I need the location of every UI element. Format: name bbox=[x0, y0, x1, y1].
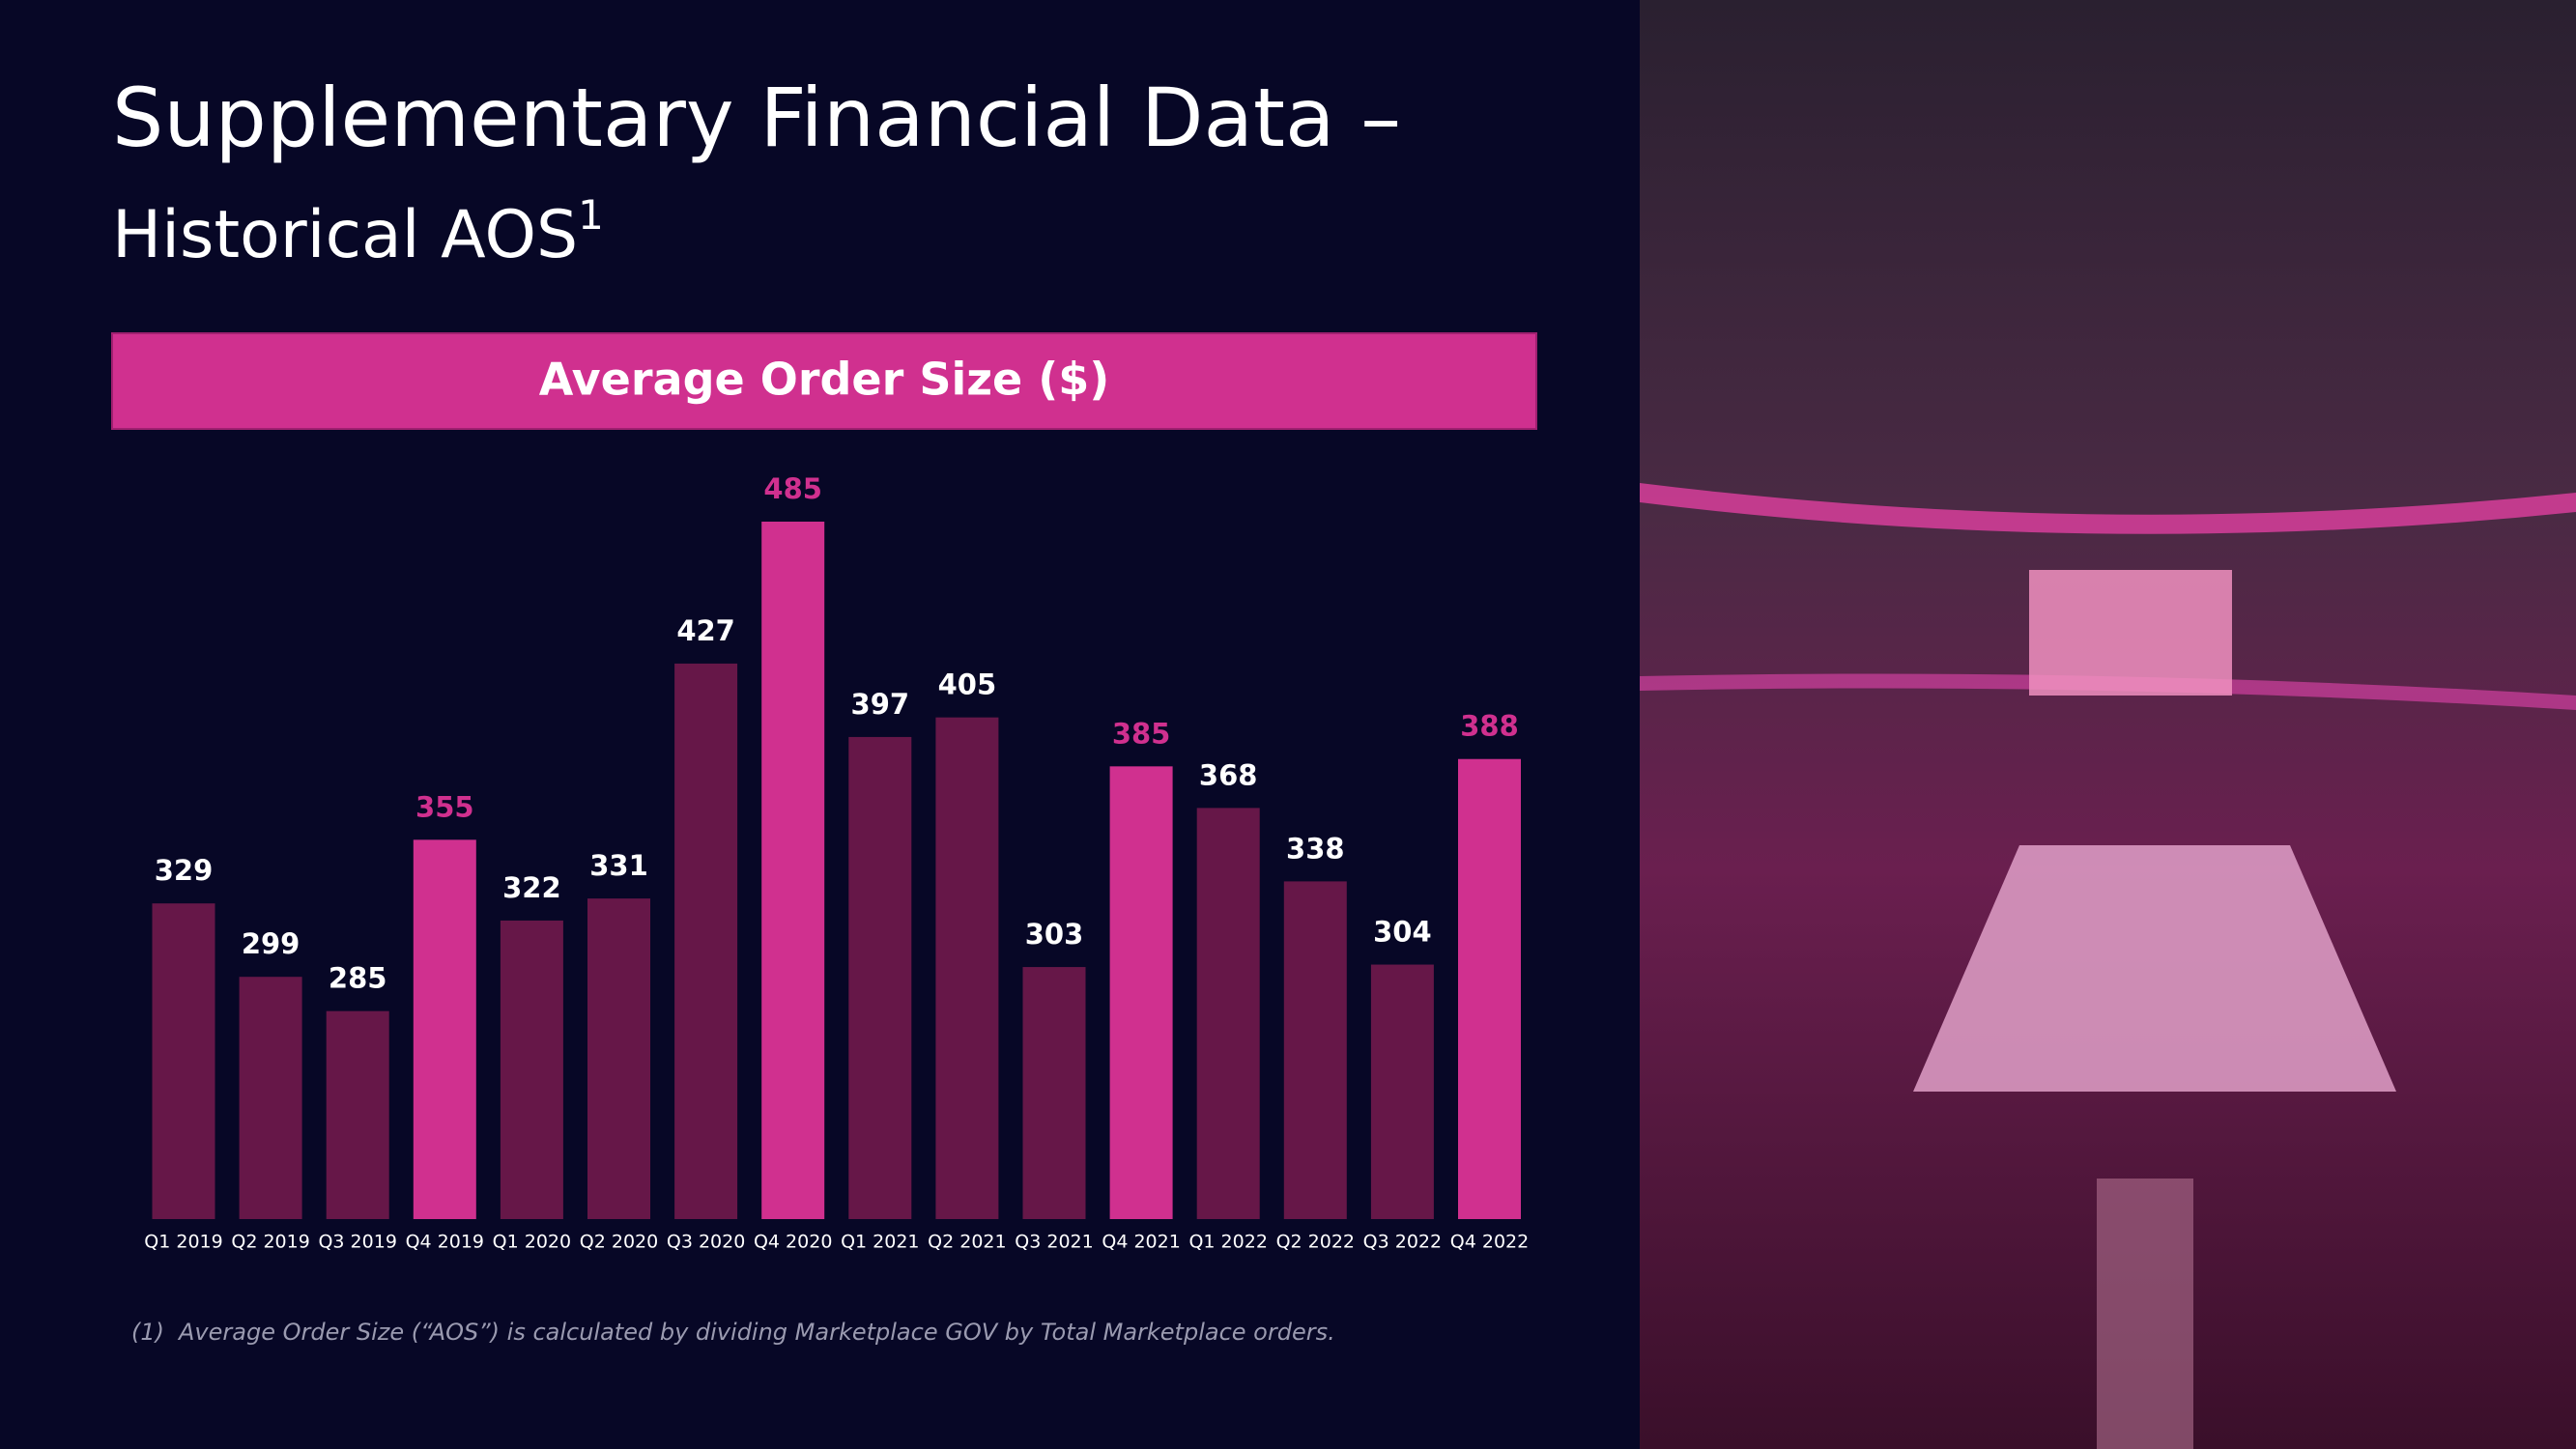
x-tick-label: Q4 2020 bbox=[754, 1232, 832, 1253]
value-label: 331 bbox=[589, 849, 648, 882]
footnote: Average Order Size (“AOS”) is calculated… bbox=[177, 1319, 1335, 1346]
x-tick-label: Q4 2019 bbox=[406, 1232, 484, 1253]
subtitle-text: Historical AOS bbox=[112, 197, 578, 273]
bar bbox=[935, 717, 999, 1219]
x-tick-label: Q3 2020 bbox=[667, 1232, 745, 1253]
value-label: 397 bbox=[851, 688, 910, 721]
x-tick-label: Q2 2022 bbox=[1276, 1232, 1355, 1253]
bar bbox=[1458, 758, 1521, 1219]
bar bbox=[239, 977, 302, 1219]
bar bbox=[326, 1010, 389, 1219]
x-tick-label: Q1 2019 bbox=[144, 1232, 222, 1253]
x-tick-label: Q2 2021 bbox=[928, 1232, 1006, 1253]
bar bbox=[761, 522, 825, 1219]
bar bbox=[1196, 808, 1260, 1219]
value-label: 338 bbox=[1286, 832, 1345, 865]
title: Supplementary Financial Data – bbox=[112, 71, 1401, 165]
bar bbox=[1109, 766, 1173, 1219]
x-tick-label: Q2 2019 bbox=[231, 1232, 309, 1253]
value-label: 285 bbox=[329, 962, 387, 995]
subtitle: Historical AOS1 bbox=[112, 191, 604, 273]
x-tick-label: Q1 2021 bbox=[841, 1232, 919, 1253]
bar bbox=[1283, 881, 1347, 1219]
chart-title-banner bbox=[111, 332, 1537, 430]
value-label: 385 bbox=[1112, 717, 1171, 750]
x-tick-label: Q4 2021 bbox=[1102, 1232, 1180, 1253]
superscript: 1 bbox=[578, 191, 604, 239]
value-label: 329 bbox=[155, 854, 214, 887]
bar bbox=[587, 898, 650, 1219]
x-tick-label: Q3 2021 bbox=[1015, 1232, 1093, 1253]
value-label: 427 bbox=[676, 614, 735, 647]
value-label: 299 bbox=[242, 927, 301, 960]
x-tick-label: Q1 2020 bbox=[493, 1232, 571, 1253]
arena-photo bbox=[1640, 0, 2576, 1449]
bar bbox=[1022, 967, 1086, 1219]
bar bbox=[500, 920, 563, 1219]
value-label: 485 bbox=[763, 472, 822, 505]
bar bbox=[152, 903, 215, 1219]
value-label: 322 bbox=[502, 871, 561, 904]
x-tick-label: Q3 2022 bbox=[1363, 1232, 1442, 1253]
value-label: 368 bbox=[1199, 758, 1258, 791]
value-label: 303 bbox=[1025, 918, 1084, 951]
value-label: 405 bbox=[938, 668, 997, 701]
bar bbox=[413, 839, 476, 1219]
x-tick-label: Q4 2022 bbox=[1450, 1232, 1529, 1253]
x-tick-label: Q1 2022 bbox=[1188, 1232, 1267, 1253]
x-tick-label: Q3 2019 bbox=[318, 1232, 396, 1253]
chart-title: Average Order Size ($) bbox=[539, 354, 1110, 406]
value-label: 304 bbox=[1373, 916, 1432, 949]
x-tick-label: Q2 2020 bbox=[580, 1232, 658, 1253]
bar bbox=[674, 663, 738, 1219]
bar bbox=[848, 736, 912, 1219]
value-label: 355 bbox=[415, 790, 474, 823]
value-label: 388 bbox=[1460, 710, 1519, 743]
footnote-marker: (1) bbox=[131, 1319, 164, 1346]
bar bbox=[1370, 964, 1434, 1219]
